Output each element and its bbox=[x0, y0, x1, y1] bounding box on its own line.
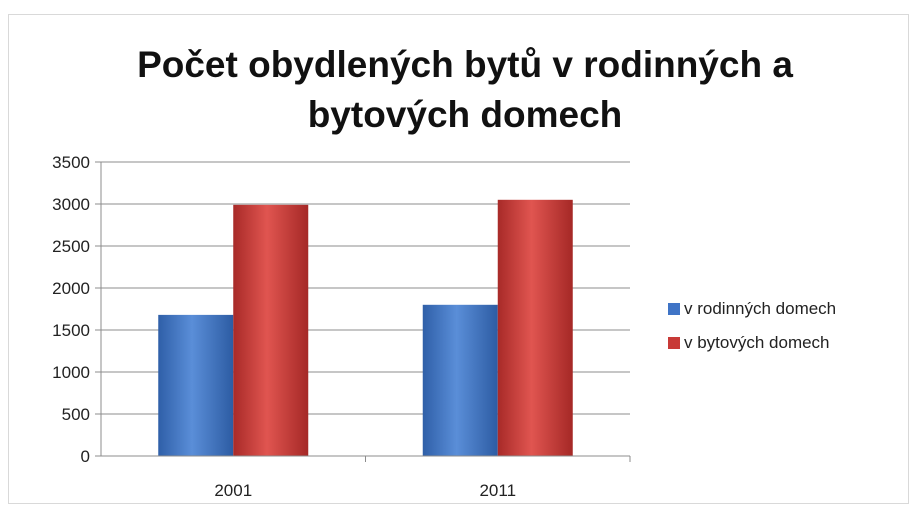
y-tick-label: 1000 bbox=[52, 363, 90, 382]
chart-legend: v rodinných domech v bytových domech bbox=[668, 292, 836, 360]
x-tick-label: 2011 bbox=[479, 481, 516, 500]
legend-item-bytovych: v bytových domech bbox=[668, 326, 836, 360]
chart-title-line-2: bytových domech bbox=[307, 94, 623, 135]
bar-rodinnych-2011 bbox=[422, 304, 498, 456]
bar-bytovych-2011 bbox=[497, 199, 573, 457]
y-tick-label: 1500 bbox=[52, 321, 90, 340]
legend-label-bytovych: v bytových domech bbox=[684, 333, 830, 352]
y-tick-label: 2000 bbox=[52, 279, 90, 298]
chart-title: Počet obydlených bytů v rodinných a byto… bbox=[0, 40, 915, 140]
x-tick-label: 2001 bbox=[214, 481, 252, 500]
y-tick-label: 2500 bbox=[52, 237, 90, 256]
y-tick-label: 3500 bbox=[52, 153, 90, 172]
y-tick-label: 0 bbox=[81, 447, 90, 466]
legend-swatch-red bbox=[668, 337, 680, 349]
legend-label-rodinnych: v rodinných domech bbox=[684, 299, 837, 318]
bar-rodinnych-2001 bbox=[158, 314, 234, 456]
y-tick-label: 500 bbox=[62, 405, 90, 424]
y-tick-label: 3000 bbox=[52, 195, 90, 214]
legend-item-rodinnych: v rodinných domech bbox=[668, 292, 836, 326]
bar-bytovych-2001 bbox=[233, 204, 309, 456]
chart-title-line-1: Počet obydlených bytů v rodinných a bbox=[137, 44, 793, 85]
legend-swatch-blue bbox=[668, 303, 680, 315]
